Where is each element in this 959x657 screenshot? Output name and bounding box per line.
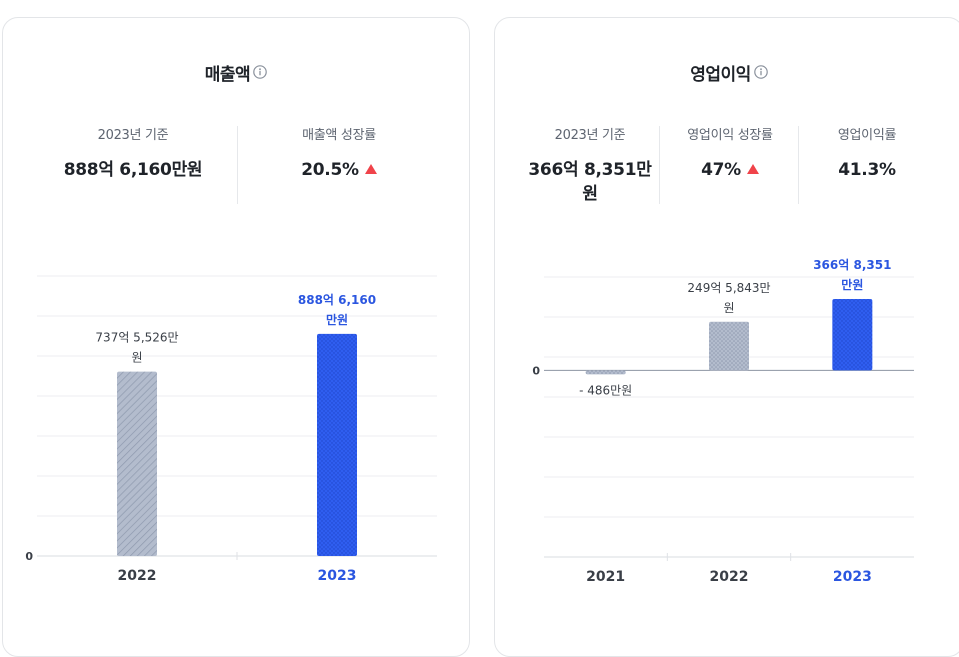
operating-profit-card: 영업이익 2023년 기준 366억 8,351만 원 영업이익 성장률 47% … bbox=[494, 17, 959, 657]
operating-stat-growth: 영업이익 성장률 47% bbox=[663, 126, 797, 182]
bar-2022[interactable] bbox=[117, 371, 157, 556]
stat-value-row: 20.5% bbox=[241, 158, 437, 182]
bar-value-label: 만원 bbox=[326, 312, 348, 327]
bar-value-label: 249억 5,843만 bbox=[687, 281, 770, 295]
revenue-card: 매출액 2023년 기준 888억 6,160만원 매출액 성장률 20.5% … bbox=[2, 17, 470, 657]
stat-divider bbox=[798, 126, 799, 204]
stat-label: 매출액 성장률 bbox=[302, 128, 376, 143]
stat-value-line1: 366억 8,351만 bbox=[528, 160, 652, 180]
category-label-2021: 2021 bbox=[586, 569, 625, 585]
stat-label: 영업이익 성장률 bbox=[687, 128, 773, 143]
stat-label: 2023년 기준 bbox=[554, 128, 626, 143]
stat-divider bbox=[659, 126, 660, 204]
stat-value-line2: 원 bbox=[582, 184, 598, 204]
bar-2023[interactable] bbox=[832, 299, 873, 371]
stat-label: 2023년 기준 bbox=[97, 128, 169, 143]
bar-2023[interactable] bbox=[317, 333, 357, 556]
stat-value: 888억 6,160만원 bbox=[63, 160, 203, 180]
category-label-2022: 2022 bbox=[118, 568, 157, 584]
info-circle-icon[interactable] bbox=[753, 64, 768, 79]
stat-value: 47% bbox=[701, 160, 741, 180]
category-label-2022: 2022 bbox=[710, 569, 749, 585]
revenue-title: 매출액 bbox=[3, 60, 469, 85]
zero-tick-label: 0 bbox=[25, 550, 33, 563]
operating-title: 영업이익 bbox=[495, 60, 959, 85]
up-triangle-icon bbox=[364, 164, 377, 174]
revenue-title-text: 매출액 bbox=[204, 65, 251, 85]
bar-value-label: 만원 bbox=[841, 277, 863, 292]
revenue-stat-growth: 매출액 성장률 20.5% bbox=[241, 126, 437, 182]
bar-value-label: 888억 6,160 bbox=[298, 293, 376, 307]
bar-value-label: 737억 5,526만 bbox=[95, 331, 178, 345]
bar-value-label: 366억 8,351 bbox=[813, 258, 891, 272]
bar-value-label: 원 bbox=[131, 351, 142, 365]
stat-value: 41.3% bbox=[838, 160, 896, 180]
up-triangle-icon bbox=[746, 164, 759, 174]
category-label-2023: 2023 bbox=[318, 568, 357, 584]
bar-value-label: - 486만원 bbox=[579, 383, 632, 397]
revenue-stat-base: 2023년 기준 888억 6,160만원 bbox=[33, 126, 233, 182]
operating-stat-margin: 영업이익률 41.3% bbox=[802, 126, 932, 182]
stat-label: 영업이익률 bbox=[837, 128, 897, 143]
bar-value-label: 원 bbox=[723, 301, 734, 315]
operating-title-text: 영업이익 bbox=[690, 65, 751, 85]
info-circle-icon[interactable] bbox=[253, 64, 268, 79]
zero-tick-label: 0 bbox=[532, 364, 540, 377]
stat-divider bbox=[237, 126, 238, 204]
bar-2022[interactable] bbox=[709, 321, 749, 371]
bar-2021[interactable] bbox=[585, 370, 626, 375]
category-label-2023: 2023 bbox=[833, 569, 872, 585]
stat-value: 20.5% bbox=[301, 160, 359, 180]
stat-value-row: 47% bbox=[663, 158, 797, 182]
